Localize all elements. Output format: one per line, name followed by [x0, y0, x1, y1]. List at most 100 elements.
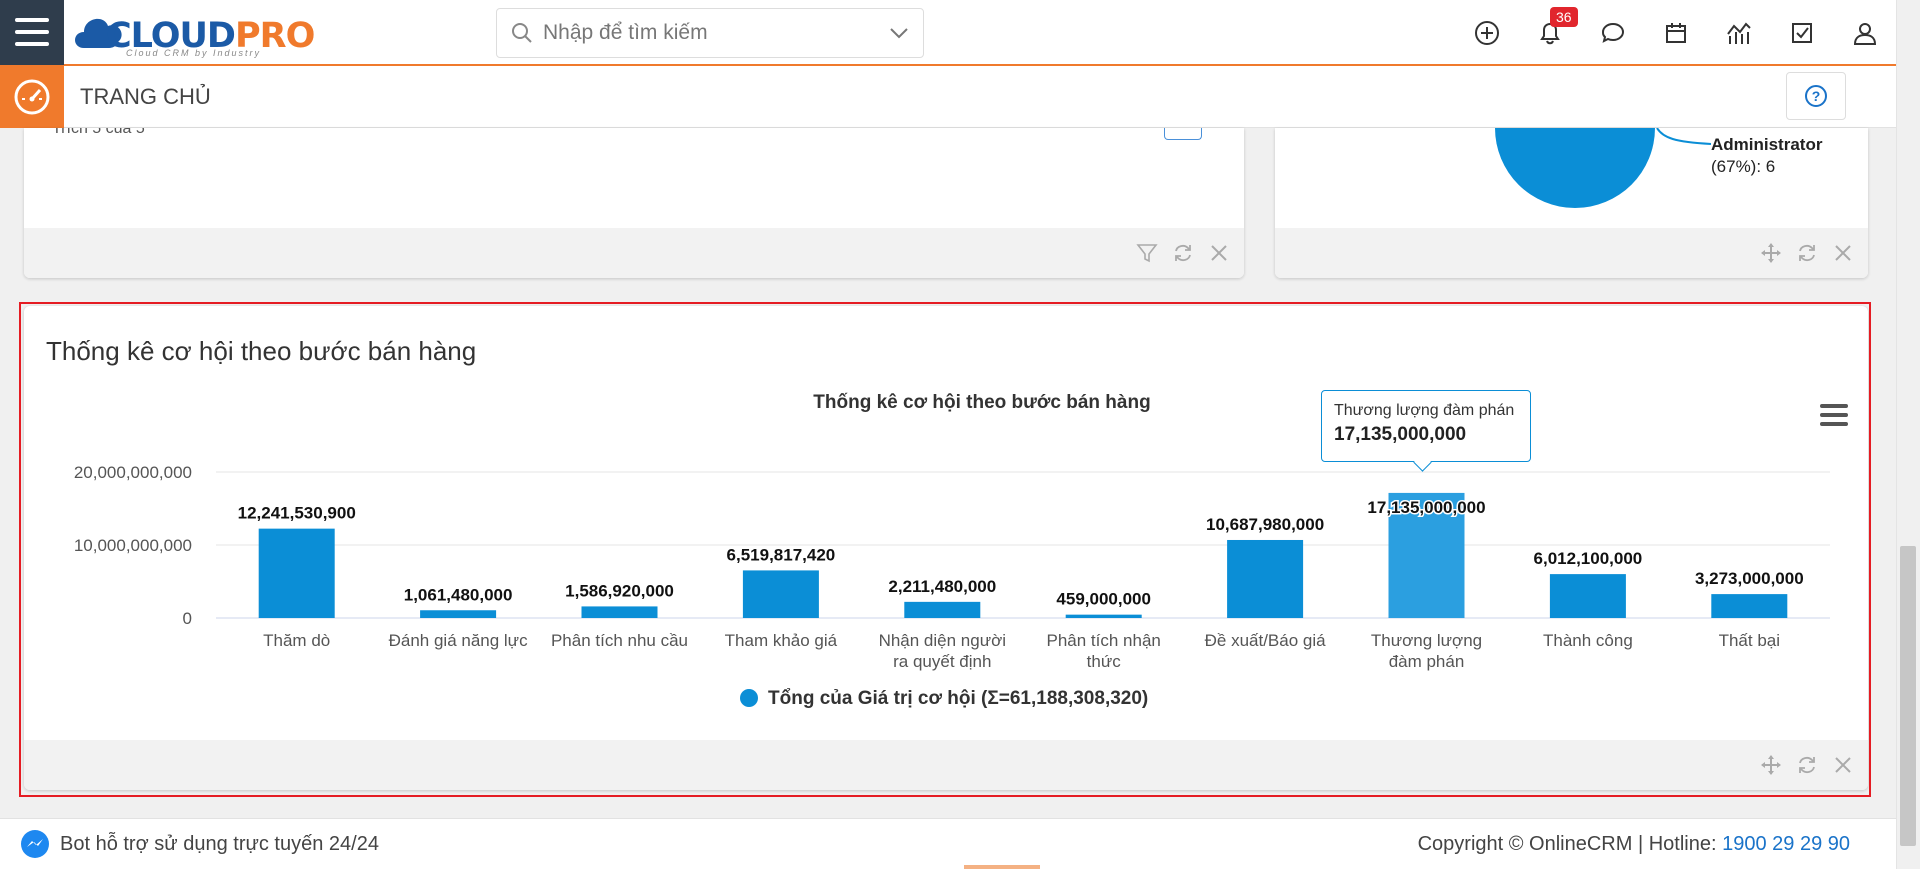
- global-search[interactable]: [496, 8, 924, 58]
- pie-data-label: Administrator (67%): 6: [1711, 134, 1822, 178]
- svg-text:?: ?: [1812, 88, 1821, 104]
- widget-title: Thống kê cơ hội theo bước bán hàng: [46, 336, 477, 366]
- x-tick-label: Thương lượng: [1371, 631, 1482, 650]
- data-label: 17,135,000,000: [1367, 498, 1485, 517]
- hotline-link[interactable]: 1900 29 29 90: [1722, 832, 1850, 855]
- calendar-icon: [1665, 23, 1686, 43]
- move-button[interactable]: [1760, 242, 1782, 264]
- notification-badge: 36: [1550, 7, 1578, 27]
- refresh-icon: [1799, 756, 1815, 774]
- top-icon-group: 36: [1455, 0, 1896, 66]
- x-tick-label: Thất bại: [1719, 631, 1780, 650]
- x-tick-label: Nhận diện người: [879, 631, 1006, 650]
- tasks-button[interactable]: [1770, 0, 1833, 66]
- y-tick-label: 20,000,000,000: [74, 463, 192, 482]
- close-button[interactable]: [1832, 754, 1854, 776]
- data-label: 459,000,000: [1056, 590, 1151, 609]
- chat-button[interactable]: [1581, 0, 1644, 66]
- y-tick-label: 10,000,000,000: [74, 536, 192, 555]
- bottom-accent: [964, 865, 1040, 869]
- pie-label-name: Administrator: [1711, 135, 1823, 154]
- page-scrollbar[interactable]: [1896, 0, 1920, 869]
- help-button[interactable]: ?: [1786, 72, 1846, 120]
- move-icon: [1761, 243, 1781, 263]
- tooltip-category: Thương lượng đàm phán: [1334, 402, 1515, 419]
- refresh-icon: [1175, 244, 1191, 262]
- data-label: 10,687,980,000: [1206, 515, 1324, 534]
- widget-top-right: Administrator (67%): 6: [1275, 128, 1868, 278]
- bell-icon: [1539, 22, 1560, 45]
- widget-top-left-text: Trích 5 của 5: [52, 128, 145, 137]
- page-title: TRANG CHỦ: [80, 83, 211, 109]
- data-label: 2,211,480,000: [888, 577, 996, 596]
- user-icon: [1853, 23, 1876, 45]
- widget-top-right-toolbar: [1275, 228, 1868, 278]
- refresh-button[interactable]: [1796, 754, 1818, 776]
- pie-chart-slice: [1495, 128, 1655, 208]
- search-input[interactable]: [543, 21, 889, 45]
- refresh-button[interactable]: [1796, 242, 1818, 264]
- x-tick-label: Phân tích nhu cầu: [551, 631, 688, 650]
- chevron-down-icon[interactable]: [889, 27, 909, 39]
- bar-chart: 0 10,000,000,000 20,000,000,000 12,241,530,…: [74, 463, 1830, 709]
- bar[interactable]: [1388, 492, 1465, 618]
- close-icon: [1835, 757, 1851, 773]
- top-navbar: CLOUDPRO Cloud CRM by Industry 36: [0, 0, 1896, 66]
- bar[interactable]: [1227, 539, 1304, 618]
- bar[interactable]: [904, 601, 981, 618]
- close-button[interactable]: [1832, 242, 1854, 264]
- copyright-label: Copyright © OnlineCRM | Hotline:: [1417, 832, 1723, 855]
- bar[interactable]: [420, 610, 497, 618]
- chart-widget-toolbar: [24, 740, 1868, 790]
- chart-title: Thống kê cơ hội theo bước bán hàng: [813, 392, 1151, 413]
- data-label: 6,012,100,000: [1534, 549, 1643, 568]
- bar[interactable]: [258, 528, 335, 618]
- pie-leader-line: [1656, 128, 1712, 145]
- x-tick-label: Thăm dò: [263, 631, 330, 650]
- bar[interactable]: [1549, 574, 1626, 618]
- close-icon: [1211, 245, 1227, 261]
- bar[interactable]: [742, 570, 819, 618]
- chat-icon: [1601, 22, 1624, 43]
- copyright-text: Copyright © OnlineCRM | Hotline: 1900 29…: [1418, 833, 1850, 856]
- speedometer-icon: [14, 79, 50, 114]
- refresh-icon: [1799, 244, 1815, 262]
- x-tick-label: Phân tích nhận: [1047, 631, 1161, 650]
- legend-marker[interactable]: [740, 689, 758, 707]
- bar[interactable]: [581, 606, 658, 618]
- chart-tooltip: Thương lượng đàm phán 17,135,000,000: [1321, 390, 1531, 462]
- sales-stage-chart-widget: Thống kê cơ hội theo bước bán hàng Thống…: [24, 306, 1868, 790]
- data-label: 3,273,000,000: [1695, 569, 1804, 588]
- legend-label[interactable]: Tổng của Giá trị cơ hội (Σ=61,188,308,32…: [768, 688, 1148, 709]
- bar[interactable]: [1711, 594, 1788, 618]
- widget-top-left-toolbar: [24, 228, 1244, 278]
- page-header: TRANG CHỦ ?: [0, 65, 1896, 128]
- logo-text: CLOUDPRO: [106, 16, 315, 56]
- analytics-icon: [1726, 22, 1751, 44]
- user-menu-button[interactable]: [1833, 0, 1896, 66]
- messenger-icon[interactable]: [20, 829, 50, 859]
- x-tick-label: Đề xuất/Báo giá: [1205, 631, 1327, 650]
- filter-button[interactable]: [1136, 242, 1158, 264]
- main-menu-button[interactable]: [0, 0, 64, 65]
- add-button[interactable]: [1455, 0, 1518, 66]
- close-button[interactable]: [1208, 242, 1230, 264]
- scrollbar-thumb[interactable]: [1900, 546, 1916, 846]
- notifications-button[interactable]: 36: [1518, 0, 1581, 66]
- move-button[interactable]: [1760, 754, 1782, 776]
- refresh-button[interactable]: [1172, 242, 1194, 264]
- move-icon: [1761, 755, 1781, 775]
- x-tick-label: Đánh giá năng lực: [389, 631, 528, 650]
- x-tick-label: Thành công: [1543, 631, 1633, 650]
- tooltip-value: 17,135,000,000: [1334, 424, 1467, 445]
- support-bot-link[interactable]: Bot hỗ trợ sử dụng trực tuyến 24/24: [60, 832, 379, 855]
- reports-button[interactable]: [1707, 0, 1770, 66]
- bar[interactable]: [1065, 614, 1142, 618]
- logo-tagline: Cloud CRM by Industry: [126, 48, 262, 58]
- add-item-button[interactable]: [1164, 128, 1202, 140]
- cloudpro-logo[interactable]: CLOUDPRO Cloud CRM by Industry: [70, 6, 315, 58]
- plus-circle-icon: [1474, 21, 1499, 45]
- chart-menu-button[interactable]: [1820, 404, 1848, 426]
- dashboard-button[interactable]: [0, 65, 64, 128]
- calendar-button[interactable]: [1644, 0, 1707, 66]
